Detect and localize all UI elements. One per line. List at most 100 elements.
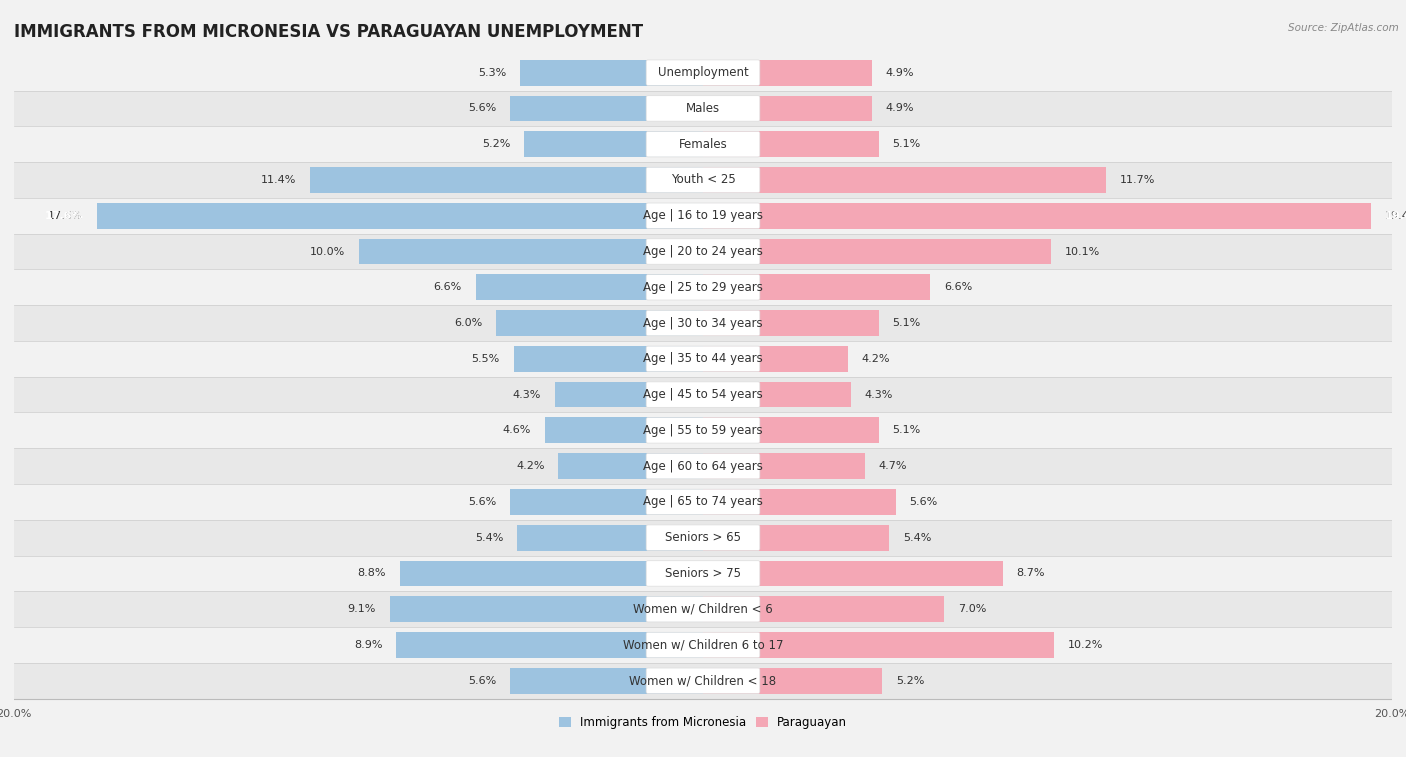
Text: Age | 55 to 59 years: Age | 55 to 59 years xyxy=(643,424,763,437)
Text: 6.6%: 6.6% xyxy=(433,282,461,292)
Text: Age | 35 to 44 years: Age | 35 to 44 years xyxy=(643,352,763,366)
FancyBboxPatch shape xyxy=(647,95,759,121)
Text: Females: Females xyxy=(679,138,727,151)
Bar xyxy=(510,95,703,121)
FancyBboxPatch shape xyxy=(647,275,759,300)
Text: Males: Males xyxy=(686,102,720,115)
Text: Age | 65 to 74 years: Age | 65 to 74 years xyxy=(643,495,763,509)
Bar xyxy=(703,310,879,336)
FancyBboxPatch shape xyxy=(647,238,759,264)
Text: Age | 60 to 64 years: Age | 60 to 64 years xyxy=(643,459,763,472)
Bar xyxy=(0,55,1406,91)
Bar xyxy=(0,520,1406,556)
FancyBboxPatch shape xyxy=(647,132,759,157)
Text: Source: ZipAtlas.com: Source: ZipAtlas.com xyxy=(1288,23,1399,33)
Bar xyxy=(0,556,1406,591)
Bar xyxy=(703,238,1050,264)
Bar xyxy=(703,346,848,372)
Text: Age | 16 to 19 years: Age | 16 to 19 years xyxy=(643,209,763,223)
Bar xyxy=(0,126,1406,162)
Bar xyxy=(520,60,703,86)
Bar xyxy=(703,382,851,407)
Bar xyxy=(0,413,1406,448)
Text: Women w/ Children < 6: Women w/ Children < 6 xyxy=(633,603,773,615)
Bar xyxy=(0,591,1406,627)
Text: 5.3%: 5.3% xyxy=(478,67,506,78)
Bar xyxy=(558,453,703,479)
Bar xyxy=(703,525,889,550)
Text: 4.3%: 4.3% xyxy=(865,390,893,400)
Text: 6.6%: 6.6% xyxy=(945,282,973,292)
Bar xyxy=(0,663,1406,699)
Bar xyxy=(703,131,879,157)
FancyBboxPatch shape xyxy=(647,382,759,407)
Bar xyxy=(510,668,703,693)
Bar xyxy=(703,489,896,515)
Text: 5.6%: 5.6% xyxy=(468,104,496,114)
Text: 17.6%: 17.6% xyxy=(48,210,83,221)
Bar xyxy=(389,597,703,622)
Text: 4.9%: 4.9% xyxy=(886,104,914,114)
Text: Youth < 25: Youth < 25 xyxy=(671,173,735,186)
Bar xyxy=(703,95,872,121)
Bar xyxy=(0,91,1406,126)
Legend: Immigrants from Micronesia, Paraguayan: Immigrants from Micronesia, Paraguayan xyxy=(554,712,852,734)
Bar xyxy=(0,234,1406,269)
Text: 4.7%: 4.7% xyxy=(879,461,907,471)
Bar xyxy=(510,489,703,515)
Text: Seniors > 75: Seniors > 75 xyxy=(665,567,741,580)
Bar xyxy=(0,305,1406,341)
Text: 11.7%: 11.7% xyxy=(1119,175,1156,185)
Text: 5.5%: 5.5% xyxy=(471,354,499,364)
Text: 5.4%: 5.4% xyxy=(903,533,931,543)
Bar xyxy=(0,448,1406,484)
Text: 5.6%: 5.6% xyxy=(468,497,496,507)
Bar xyxy=(496,310,703,336)
Text: 11.4%: 11.4% xyxy=(262,175,297,185)
FancyBboxPatch shape xyxy=(647,418,759,443)
Text: 4.2%: 4.2% xyxy=(516,461,544,471)
Bar xyxy=(475,274,703,301)
Text: 5.6%: 5.6% xyxy=(910,497,938,507)
Text: 4.6%: 4.6% xyxy=(502,425,531,435)
FancyBboxPatch shape xyxy=(647,597,759,622)
Text: 8.8%: 8.8% xyxy=(357,569,387,578)
Bar xyxy=(97,203,703,229)
Text: 5.1%: 5.1% xyxy=(893,139,921,149)
Bar xyxy=(703,203,1371,229)
Bar xyxy=(703,597,945,622)
Text: 19.4%: 19.4% xyxy=(1385,210,1406,221)
Text: 17.6%: 17.6% xyxy=(44,210,83,221)
Bar xyxy=(524,131,703,157)
Bar xyxy=(359,238,703,264)
Text: 4.3%: 4.3% xyxy=(513,390,541,400)
Bar xyxy=(703,418,879,444)
FancyBboxPatch shape xyxy=(647,60,759,86)
FancyBboxPatch shape xyxy=(647,561,759,586)
Bar xyxy=(0,269,1406,305)
Text: 8.9%: 8.9% xyxy=(354,640,382,650)
Bar xyxy=(513,346,703,372)
Bar xyxy=(544,418,703,444)
Text: Age | 45 to 54 years: Age | 45 to 54 years xyxy=(643,388,763,401)
Bar xyxy=(0,341,1406,377)
FancyBboxPatch shape xyxy=(647,167,759,193)
Bar xyxy=(399,561,703,587)
Bar xyxy=(703,453,865,479)
Text: Age | 25 to 29 years: Age | 25 to 29 years xyxy=(643,281,763,294)
Bar xyxy=(517,525,703,550)
Text: 5.4%: 5.4% xyxy=(475,533,503,543)
Text: 8.7%: 8.7% xyxy=(1017,569,1045,578)
Text: 10.0%: 10.0% xyxy=(309,247,344,257)
FancyBboxPatch shape xyxy=(647,310,759,336)
Text: 9.1%: 9.1% xyxy=(347,604,375,614)
Text: 5.1%: 5.1% xyxy=(893,425,921,435)
Bar xyxy=(703,561,1002,587)
Bar xyxy=(0,484,1406,520)
Bar xyxy=(396,632,703,658)
Text: 5.6%: 5.6% xyxy=(468,676,496,686)
Text: Unemployment: Unemployment xyxy=(658,66,748,79)
Text: 7.0%: 7.0% xyxy=(957,604,986,614)
Text: 6.0%: 6.0% xyxy=(454,318,482,328)
Text: 4.9%: 4.9% xyxy=(886,67,914,78)
